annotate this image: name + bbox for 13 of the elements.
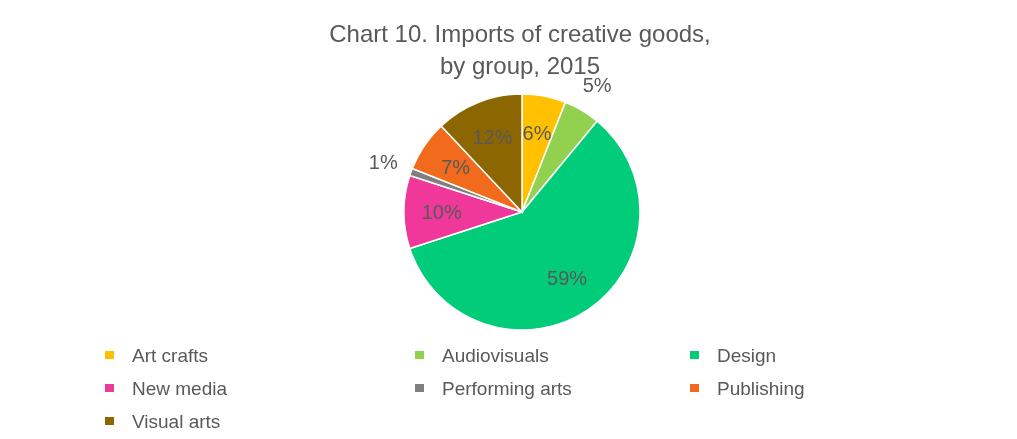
data-label: 7% bbox=[441, 155, 471, 178]
legend-label: Art crafts bbox=[132, 344, 209, 366]
data-label: 59% bbox=[547, 267, 588, 290]
data-label: 12% bbox=[472, 126, 513, 149]
legend-label: New media bbox=[132, 377, 228, 399]
legend-label: Publishing bbox=[717, 377, 805, 399]
legend-label: Performing arts bbox=[442, 377, 572, 399]
legend-label: Design bbox=[717, 344, 777, 366]
legend-label: Visual arts bbox=[132, 410, 221, 432]
data-label: 6% bbox=[522, 122, 552, 145]
data-label: 1% bbox=[368, 151, 398, 174]
legend-label: Audiovisuals bbox=[442, 344, 549, 366]
data-label: 10% bbox=[421, 201, 462, 223]
